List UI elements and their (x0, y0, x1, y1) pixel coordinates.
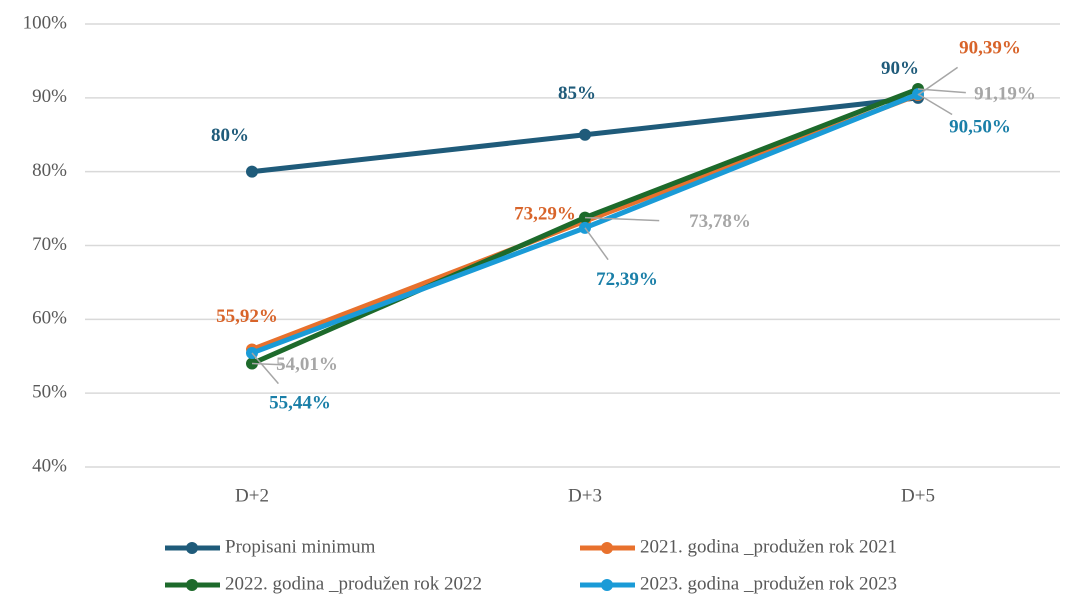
x-tick-label: D+5 (901, 485, 935, 506)
x-tick-label: D+2 (235, 485, 269, 506)
y-tick-label: 50% (32, 382, 67, 403)
leader-line (584, 216, 660, 222)
y-tick-label: 100% (23, 12, 68, 33)
y-tick-label: 60% (32, 308, 67, 329)
data-label: 80% (211, 125, 249, 146)
leader-line (917, 88, 966, 94)
leader-line (251, 362, 283, 366)
point (579, 128, 591, 141)
leader-line (251, 352, 279, 385)
data-label: 55,92% (216, 306, 278, 327)
legend-marker (186, 579, 198, 591)
legend-marker (186, 542, 198, 554)
y-tick-label: 90% (32, 86, 67, 107)
data-label: 73,29% (514, 204, 576, 225)
leader-line (917, 93, 953, 116)
legend-label: 2022. godina _produžen rok 2022 (225, 573, 482, 594)
y-tick-label: 70% (32, 234, 67, 255)
data-label: 73,78% (689, 211, 751, 232)
legend-marker (601, 579, 613, 591)
leader-line (584, 227, 609, 261)
data-label: 54,01% (276, 354, 338, 375)
data-label: 72,39% (596, 269, 658, 290)
data-label: 90,50% (949, 117, 1011, 138)
data-label: 90% (881, 58, 919, 79)
y-tick-label: 40% (32, 455, 67, 476)
y-tick-label: 80% (32, 160, 67, 181)
leader-line (917, 66, 959, 96)
x-tick-label: D+3 (568, 485, 602, 506)
data-label: 85% (558, 83, 596, 104)
legend-marker (601, 542, 613, 554)
data-label: 91,19% (974, 83, 1036, 104)
data-label: 90,39% (959, 37, 1021, 58)
legend-label: Propisani minimum (225, 536, 376, 557)
legend-label: 2021. godina _produžen rok 2021 (640, 536, 897, 557)
data-label: 55,44% (269, 392, 331, 413)
point (246, 165, 258, 178)
legend-label: 2023. godina _produžen rok 2023 (640, 573, 897, 594)
